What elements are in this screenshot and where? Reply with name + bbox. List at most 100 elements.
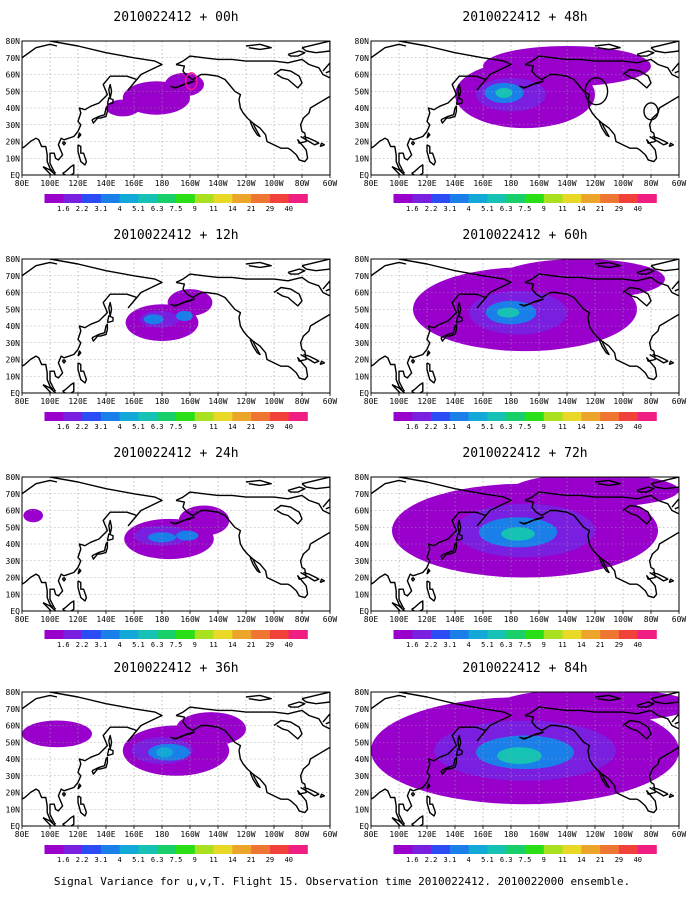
x-tick-label: 160E: [473, 179, 492, 188]
colorbar-cell: [194, 412, 214, 421]
coastline: [524, 55, 679, 79]
colorbar-label: 1.6: [406, 856, 419, 864]
x-tick-label: 80W: [295, 615, 310, 624]
x-tick-label: 160E: [473, 397, 492, 406]
colorbar-label: 9: [193, 423, 197, 431]
colorbar-cell: [251, 194, 271, 203]
colorbar-label: 1.6: [406, 641, 419, 649]
y-tick-label: 60N: [6, 289, 21, 298]
colorbar-cell: [431, 412, 451, 421]
coastline: [371, 694, 407, 710]
x-tick-label: 80W: [295, 179, 310, 188]
coastline: [371, 788, 403, 824]
coastline: [106, 315, 114, 324]
colorbar-cell: [431, 630, 451, 639]
colorbar-cell: [393, 412, 413, 421]
x-tick-label: 120W: [236, 397, 255, 406]
x-tick-label: 60W: [323, 179, 338, 188]
x-tick-label: 140W: [208, 615, 227, 624]
colorbar-cell: [288, 845, 308, 854]
coastline: [598, 772, 610, 789]
colorbar-cell: [213, 412, 233, 421]
x-tick-label: 180: [155, 830, 170, 839]
colorbar-label: 1.6: [57, 641, 70, 649]
coastline: [61, 141, 67, 146]
colorbar-cell: [487, 412, 507, 421]
coastline: [175, 281, 330, 381]
colorbar-label: 7.5: [170, 641, 183, 649]
colorbar-label: 14: [228, 856, 236, 864]
coastline: [108, 734, 113, 750]
colorbar-cell: [581, 630, 601, 639]
coastline: [649, 571, 669, 582]
coastline: [319, 142, 326, 148]
coastline: [287, 486, 306, 493]
colorbar-label: 9: [193, 205, 197, 213]
colorbar-cell: [506, 845, 526, 854]
coastline: [77, 568, 82, 575]
colorbar-label: 14: [577, 856, 585, 864]
coastline: [175, 706, 330, 730]
colorbar-label: 4: [467, 205, 471, 213]
coastline: [455, 315, 463, 324]
coastline: [410, 141, 416, 146]
coastline: [273, 68, 303, 89]
coastline: [671, 498, 679, 510]
coastline: [245, 479, 272, 487]
x-tick-label: 160E: [124, 615, 143, 624]
colorbar-cell: [251, 630, 271, 639]
coastline: [440, 541, 458, 560]
coastline: [301, 477, 330, 490]
variance-contour: [178, 505, 230, 536]
coastline: [371, 479, 407, 495]
coastline: [598, 557, 610, 574]
panel-title: 2010022412 + 36h: [113, 661, 238, 676]
colorbar-label: 40: [633, 856, 641, 864]
colorbar-cell: [251, 845, 271, 854]
colorbar-cell: [82, 194, 102, 203]
coastline: [249, 772, 261, 789]
colorbar-label: 21: [596, 423, 604, 431]
colorbar-label: 6.3: [500, 856, 513, 864]
colorbar-label: 6.3: [500, 205, 513, 213]
colorbar-label: 29: [266, 205, 274, 213]
x-tick-label: 140E: [445, 615, 464, 624]
colorbar-cell: [100, 412, 120, 421]
coastline: [524, 706, 679, 730]
colorbar-cell: [63, 630, 83, 639]
y-tick-label: 30N: [355, 557, 370, 566]
x-tick-label: 60W: [323, 397, 338, 406]
coastline: [77, 795, 88, 817]
panel: 2010022412 + 12h 80E 100E 120E 140E 160E 180 16…: [6, 228, 338, 431]
y-tick-label: 60N: [355, 71, 370, 80]
colorbar-cell: [82, 630, 102, 639]
y-tick-label: 40N: [6, 104, 21, 113]
colorbar-label: 9: [193, 856, 197, 864]
y-tick-label: 10N: [6, 154, 21, 163]
colorbar-label: 5.1: [481, 205, 494, 213]
colorbar-cell: [138, 412, 158, 421]
colorbar-cell: [637, 630, 657, 639]
coastline: [371, 137, 403, 173]
coastline: [411, 815, 424, 826]
coastline: [398, 41, 512, 174]
y-tick-label: 60N: [355, 722, 370, 731]
coastline: [524, 273, 679, 297]
colorbar-label: 40: [284, 423, 292, 431]
y-tick-label: 80N: [355, 473, 370, 482]
colorbar-cell: [600, 194, 620, 203]
map-frame: [370, 691, 680, 827]
coastline: [170, 731, 195, 740]
y-tick-label: EQ: [359, 822, 369, 831]
y-tick-label: 50N: [6, 523, 21, 532]
colorbar-cell: [138, 845, 158, 854]
coastline: [175, 714, 330, 814]
colorbar-cell: [288, 630, 308, 639]
y-tick-label: 20N: [355, 138, 370, 147]
coastline: [62, 600, 75, 611]
x-tick-label: 120W: [236, 830, 255, 839]
colorbar-label: 40: [284, 205, 292, 213]
y-tick-label: 10N: [355, 805, 370, 814]
y-tick-label: 80N: [355, 37, 370, 46]
colorbar-cell: [288, 412, 308, 421]
